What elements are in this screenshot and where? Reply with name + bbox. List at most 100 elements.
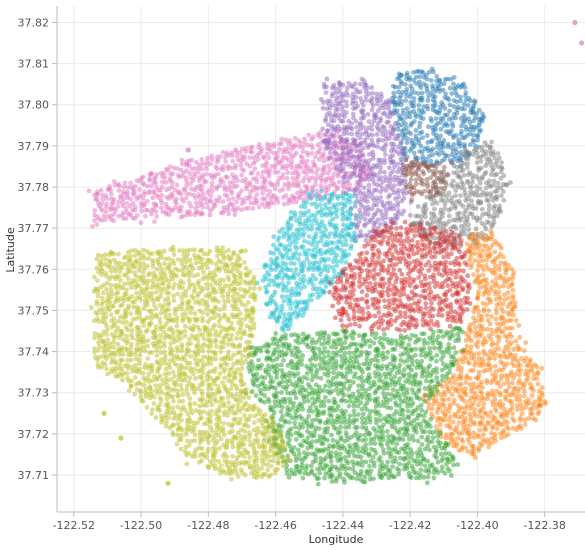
- data-point: [408, 223, 413, 228]
- data-point: [392, 437, 398, 442]
- data-point: [172, 187, 178, 193]
- data-point: [511, 304, 516, 310]
- data-point: [154, 172, 160, 177]
- data-point: [178, 208, 184, 214]
- data-point: [302, 136, 307, 142]
- data-point: [421, 331, 427, 337]
- data-point: [414, 228, 420, 234]
- data-point: [377, 169, 383, 175]
- data-point: [323, 227, 328, 233]
- data-point: [401, 367, 407, 373]
- data-point: [159, 200, 165, 206]
- data-point: [243, 179, 249, 185]
- data-point: [279, 368, 285, 373]
- data-point: [386, 106, 392, 111]
- data-point: [314, 244, 319, 250]
- data-point: [370, 256, 375, 261]
- data-point: [449, 229, 455, 235]
- data-point: [382, 169, 387, 175]
- data-point: [444, 246, 449, 252]
- data-point: [336, 391, 341, 397]
- data-point: [312, 391, 318, 396]
- data-point: [249, 144, 255, 150]
- data-point: [344, 296, 350, 301]
- data-point: [363, 82, 369, 88]
- data-point: [431, 163, 437, 168]
- data-point: [351, 331, 357, 337]
- data-point: [165, 167, 171, 173]
- data-point: [401, 291, 407, 297]
- data-point: [309, 242, 315, 248]
- data-point: [435, 266, 441, 272]
- data-point: [344, 85, 350, 91]
- data-point: [311, 247, 316, 253]
- data-point: [344, 103, 350, 109]
- data-point: [330, 246, 335, 252]
- data-point: [111, 218, 117, 224]
- data-point: [363, 416, 369, 422]
- data-point: [507, 312, 513, 318]
- data-point: [469, 198, 474, 204]
- data-point: [322, 166, 327, 172]
- data-point: [128, 196, 134, 202]
- data-point: [365, 112, 371, 117]
- data-point: [411, 119, 417, 124]
- data-point: [364, 407, 369, 412]
- data-point: [280, 268, 286, 273]
- data-point: [402, 399, 407, 404]
- data-point: [457, 143, 463, 149]
- data-point: [282, 352, 288, 358]
- data-point: [354, 342, 359, 347]
- data-point: [432, 206, 437, 212]
- data-point: [460, 287, 465, 293]
- data-point: [417, 120, 423, 126]
- data-point: [285, 183, 291, 188]
- data-point: [274, 390, 280, 396]
- data-point: [338, 424, 343, 430]
- data-point: [387, 206, 393, 212]
- data-point: [447, 405, 453, 411]
- data-point: [481, 327, 486, 332]
- data-point: [430, 340, 436, 346]
- data-point: [496, 254, 501, 260]
- data-point: [208, 193, 214, 199]
- data-point: [375, 144, 380, 150]
- data-point: [357, 219, 362, 225]
- data-point: [407, 275, 413, 281]
- data-point: [358, 191, 363, 197]
- data-point: [422, 429, 428, 434]
- data-point: [426, 259, 431, 265]
- data-point: [467, 235, 472, 241]
- data-point: [209, 184, 215, 190]
- data-point: [465, 161, 471, 167]
- data-point: [331, 341, 337, 346]
- data-point: [462, 146, 468, 152]
- data-point: [431, 345, 437, 351]
- data-point: [344, 433, 350, 439]
- data-point: [419, 358, 425, 364]
- data-point: [229, 165, 234, 171]
- data-point: [513, 385, 518, 391]
- data-point: [345, 93, 351, 98]
- data-point: [365, 304, 371, 310]
- data-point: [407, 114, 413, 120]
- data-point: [459, 430, 465, 436]
- data-point: [389, 225, 394, 231]
- data-point: [287, 226, 293, 232]
- data-point: [438, 126, 444, 132]
- data-point: [404, 93, 409, 99]
- data-point: [325, 122, 331, 128]
- data-point: [361, 164, 366, 170]
- data-point: [410, 362, 415, 367]
- data-point: [424, 177, 430, 182]
- data-point: [446, 350, 452, 355]
- data-point: [373, 164, 379, 170]
- data-point: [362, 341, 368, 347]
- data-point: [446, 409, 451, 415]
- data-point: [280, 288, 286, 293]
- data-point: [365, 194, 371, 199]
- data-point: [486, 414, 491, 419]
- data-point: [429, 387, 435, 392]
- data-point: [493, 438, 498, 444]
- data-point: [356, 143, 362, 149]
